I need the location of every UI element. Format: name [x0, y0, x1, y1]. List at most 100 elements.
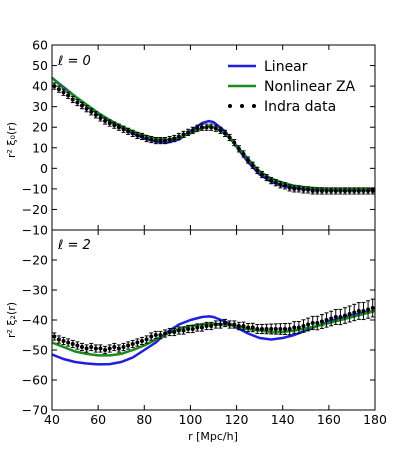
data-point	[144, 337, 149, 342]
data-point	[269, 178, 274, 183]
data-point	[135, 133, 140, 138]
data-point	[139, 134, 144, 139]
data-point	[186, 130, 191, 135]
data-point	[246, 325, 251, 330]
x-axis-label: r [Mpc/h]	[188, 430, 238, 443]
y-tick-label: −10	[22, 181, 48, 196]
y-tick-label: 0	[40, 161, 48, 176]
data-point	[158, 138, 163, 143]
x-tick-label: 160	[317, 412, 341, 427]
y-tick-label: 10	[32, 140, 48, 155]
data-point	[158, 333, 163, 337]
data-point	[241, 151, 246, 156]
data-point	[181, 132, 186, 137]
data-point	[167, 137, 172, 142]
data-point	[153, 333, 158, 337]
data-point	[306, 322, 311, 327]
data-point	[329, 316, 334, 321]
data-point	[361, 188, 366, 193]
x-tick-label: 180	[363, 412, 387, 427]
data-point	[223, 131, 228, 136]
data-point	[232, 140, 237, 145]
data-point	[273, 180, 278, 185]
data-point	[347, 312, 352, 316]
data-point	[112, 123, 117, 128]
data-point	[292, 186, 297, 191]
data-point	[172, 330, 177, 334]
data-point	[167, 330, 172, 334]
legend-label-linear: Linear	[264, 59, 308, 75]
data-point	[338, 188, 343, 193]
data-point	[163, 138, 168, 143]
panel-monopole-label: ℓ = 0	[57, 54, 91, 69]
x-tick-label: 80	[136, 412, 152, 427]
data-point	[347, 188, 352, 193]
x-axis: 40 60 80 100 120 140 160 180	[44, 412, 387, 427]
data-point	[292, 325, 297, 330]
data-point	[98, 115, 103, 120]
data-point	[103, 119, 108, 124]
data-point	[186, 327, 191, 331]
data-point	[269, 327, 274, 331]
data-point	[236, 324, 241, 328]
data-point	[121, 127, 126, 132]
data-point	[66, 93, 71, 98]
data-point	[287, 327, 292, 331]
data-point	[246, 158, 251, 163]
data-point	[227, 322, 232, 327]
data-point	[116, 125, 121, 130]
data-point	[218, 128, 223, 133]
data-point	[84, 346, 89, 351]
data-point	[273, 327, 278, 331]
data-point	[241, 324, 246, 328]
data-point	[61, 90, 66, 95]
data-point	[333, 188, 338, 193]
data-point	[70, 342, 75, 346]
data-point	[319, 319, 324, 324]
data-point	[126, 129, 131, 134]
panel-quadrupole: −70 −60 −50 −40 −30 −20 −10 ℓ = 2 r² ξ₂(r)	[5, 223, 376, 418]
y-tick-label: 60	[32, 38, 48, 53]
data-point	[176, 134, 181, 139]
data-point	[195, 126, 200, 131]
data-point	[333, 315, 338, 319]
data-point	[121, 345, 126, 349]
data-point	[75, 100, 80, 105]
data-point	[343, 188, 348, 193]
data-point	[250, 325, 255, 330]
legend-dot-2	[240, 104, 244, 108]
data-point	[181, 328, 186, 333]
y-tick-label: −20	[22, 253, 48, 268]
data-point	[264, 327, 269, 331]
legend-dot-1	[228, 104, 232, 108]
data-point	[116, 346, 121, 351]
legend-label-data: Indra data	[264, 99, 336, 115]
data-point	[352, 188, 357, 193]
x-tick-label: 100	[178, 412, 202, 427]
data-point	[259, 327, 264, 331]
data-point	[319, 188, 324, 193]
data-point	[213, 322, 218, 327]
data-point	[56, 337, 61, 342]
data-point	[66, 340, 71, 345]
y-tick-label: 30	[32, 99, 48, 114]
data-point	[227, 135, 232, 140]
data-point	[343, 313, 348, 318]
data-point	[172, 136, 177, 141]
data-point	[56, 87, 61, 92]
data-point	[250, 163, 255, 168]
data-point	[306, 187, 311, 192]
data-point	[315, 321, 320, 325]
data-point	[204, 125, 209, 130]
data-point	[366, 188, 371, 193]
data-point	[310, 188, 315, 193]
data-point	[366, 307, 371, 312]
data-point	[264, 175, 269, 180]
data-point	[130, 131, 135, 136]
y-tick-label: −10	[22, 223, 48, 238]
y-axis-label-monopole: r² ξ₀(r)	[5, 122, 18, 158]
data-point	[190, 327, 195, 331]
data-point	[130, 342, 135, 346]
y-tick-label: −40	[22, 313, 48, 328]
data-point	[149, 334, 154, 339]
